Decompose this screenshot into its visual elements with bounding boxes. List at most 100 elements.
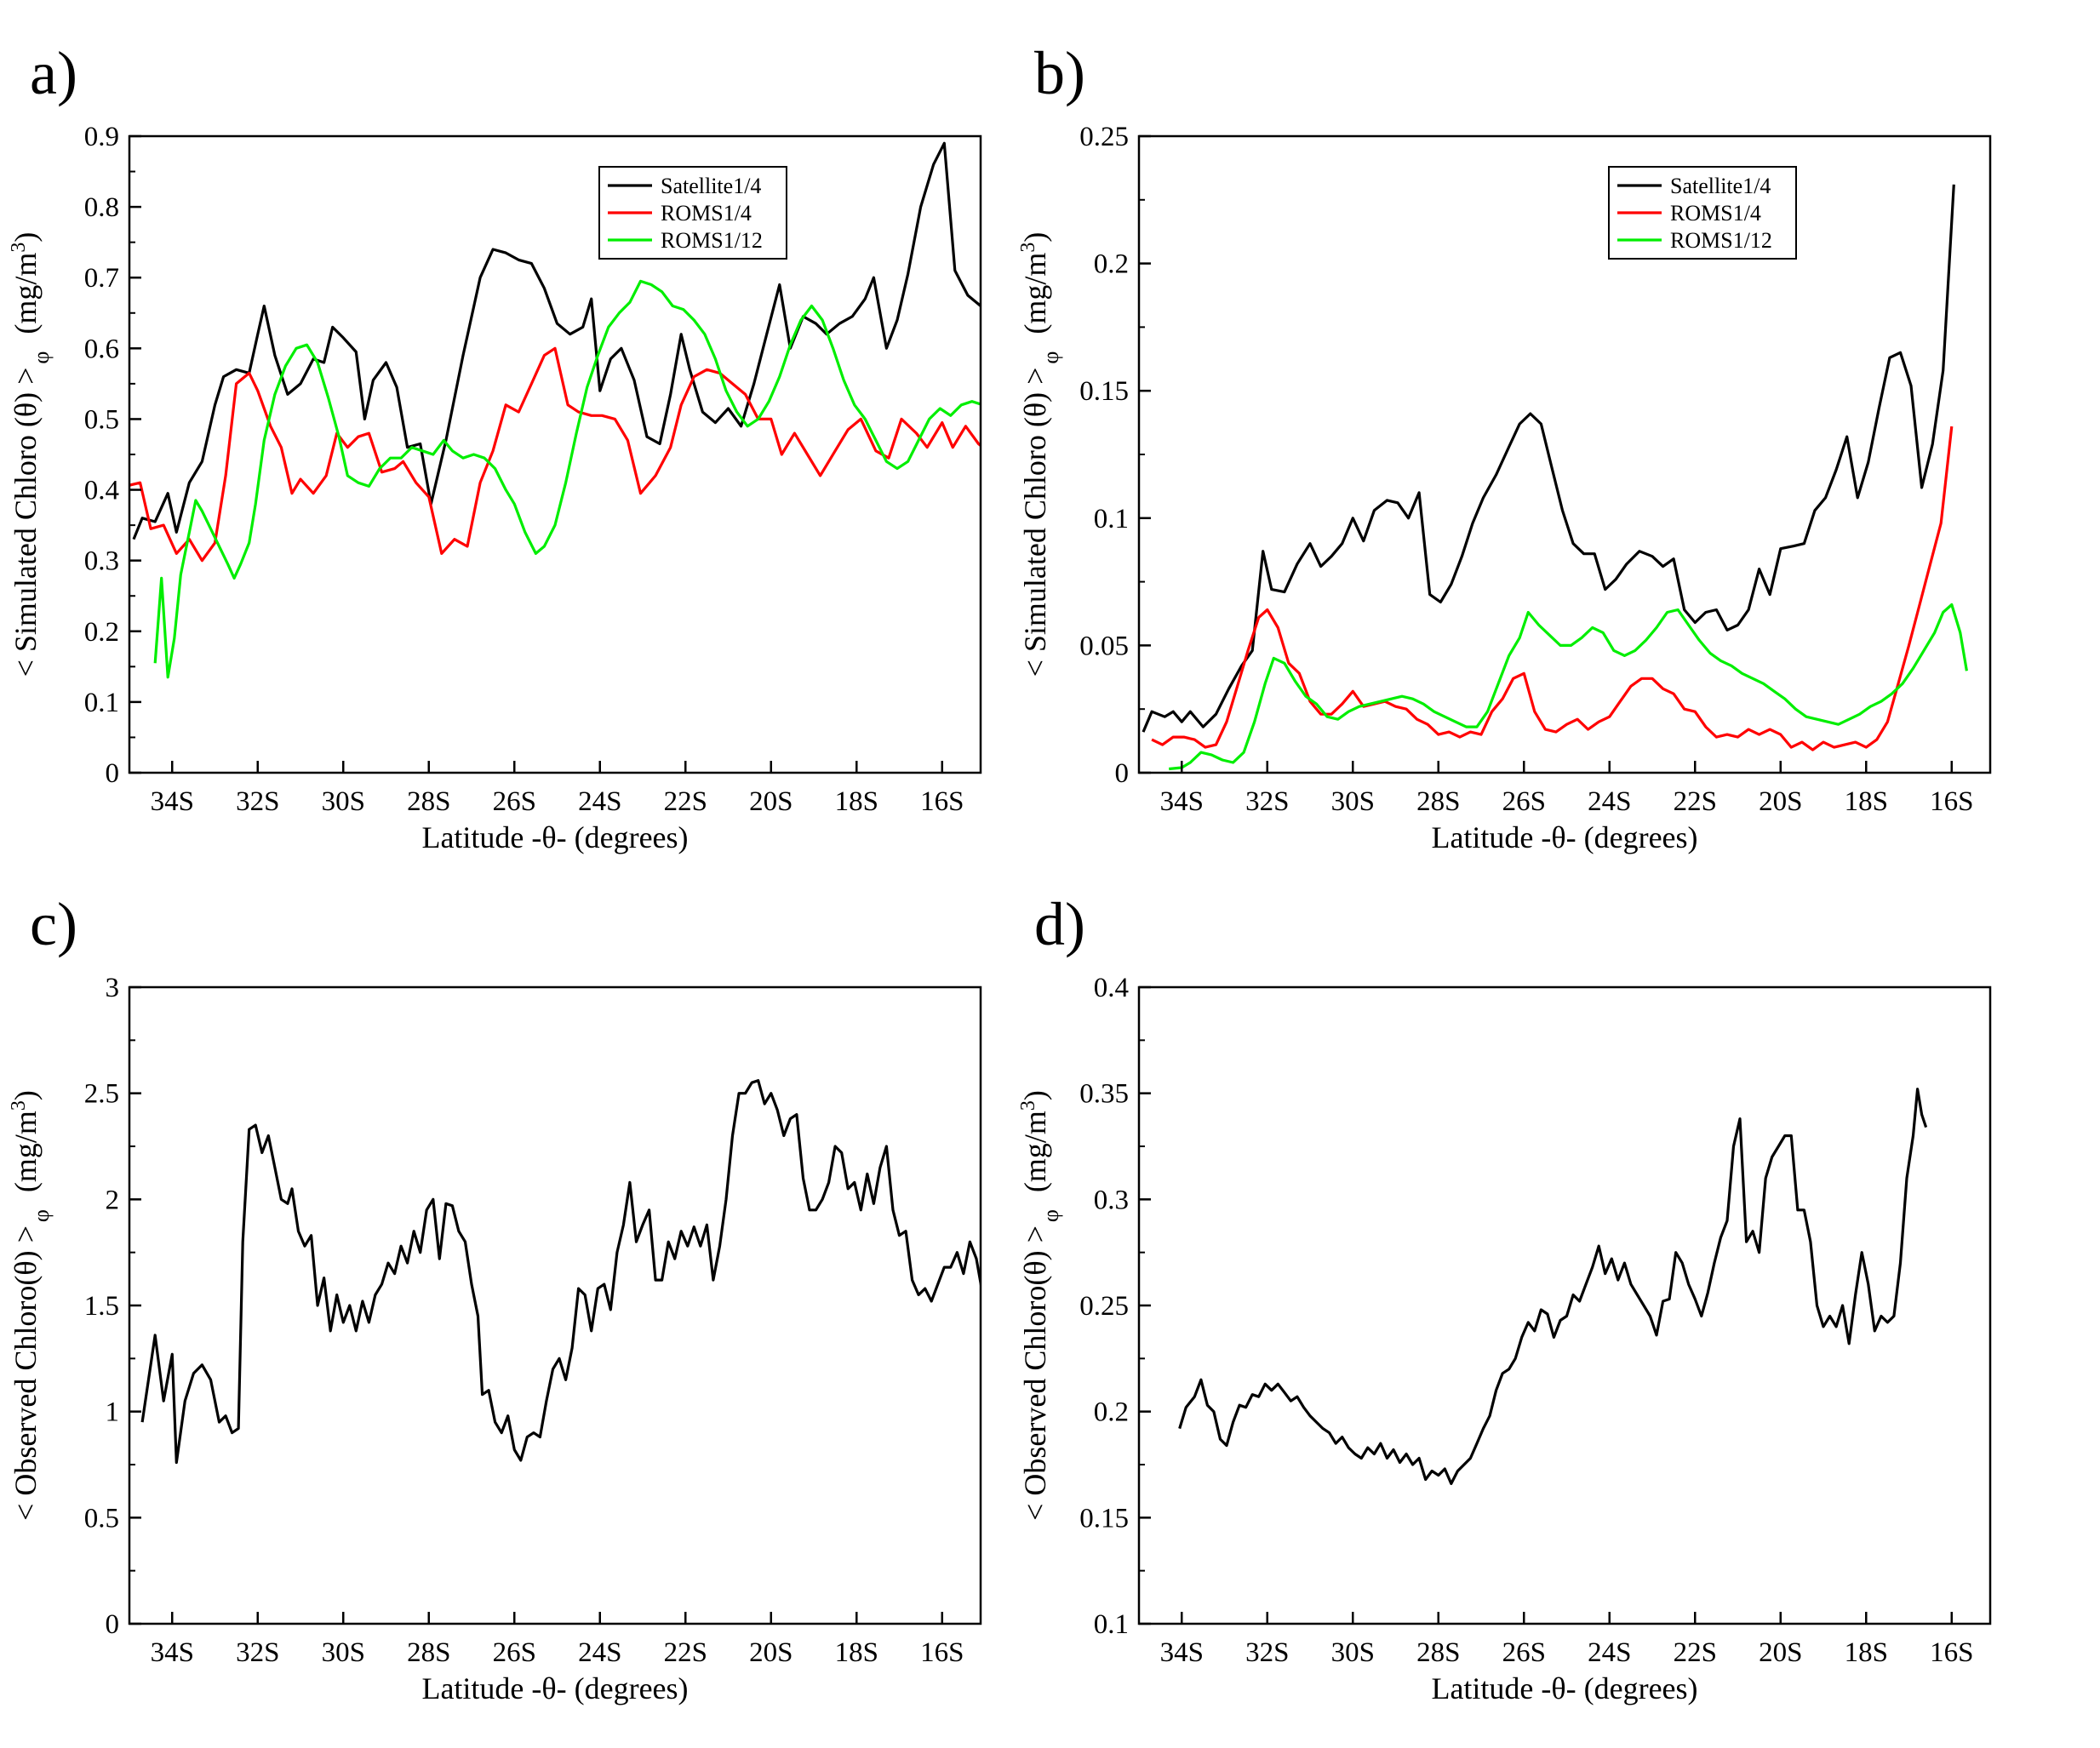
x-tick-label: 32S (236, 786, 279, 817)
x-tick-label: 30S (1331, 786, 1375, 817)
y-axis-label-unit-close: ) (9, 232, 43, 243)
y-tick-label: 0.5 (84, 404, 119, 435)
plot-frame (1137, 985, 1992, 1625)
x-tick-label: 24S (578, 1637, 621, 1668)
y-axis-label-unit-sup: 3 (8, 1100, 30, 1111)
series-line-roms1-4 (1151, 426, 1954, 751)
x-tick-label: 26S (1502, 1637, 1546, 1668)
panel-b: b) 0 0.05 0.1 0.15 0.2 0.25 34S 32S 30S 28S 26S 24S 2… (1017, 39, 1992, 854)
y-tick-label: 0.1 (1094, 1609, 1129, 1640)
y-tick-label: 0.6 (84, 334, 119, 364)
y-axis-label-subscript: φ (29, 1209, 54, 1222)
y-axis-label-unit-sup: 3 (8, 243, 30, 253)
x-tick-label: 16S (920, 1637, 964, 1668)
y-tick-label: 0.3 (84, 546, 119, 577)
x-tick-label: 18S (835, 1637, 878, 1668)
x-axis-label: Latitude -θ- (degrees) (421, 1671, 688, 1705)
x-tick-label: 28S (407, 1637, 450, 1668)
x-tick-label: 26S (493, 786, 536, 817)
panel-label: a) (30, 39, 77, 107)
x-tick-label: 18S (1845, 786, 1888, 817)
y-tick-label: 0.25 (1079, 1291, 1129, 1322)
y-axis-label: < Observed Chloro(θ) > φ (mg/m3) (1017, 1090, 1063, 1521)
x-tick-label: 30S (322, 786, 365, 817)
y-tick-label: 0.2 (1094, 249, 1129, 280)
y-axis-label-subscript: φ (1039, 1209, 1063, 1222)
x-tick-label: 20S (1759, 786, 1802, 817)
x-tick-label: 26S (493, 1637, 536, 1668)
y-tick-label: 0.1 (1094, 504, 1129, 534)
y-tick-label: 0.8 (84, 192, 119, 223)
y-tick-label: 0.1 (84, 688, 119, 718)
series-line-satellite1-4 (1142, 184, 1955, 733)
x-tick-label: 30S (322, 1637, 365, 1668)
plot-frame (128, 134, 982, 774)
x-tick-label: 28S (407, 786, 450, 817)
x-tick-label: 22S (664, 786, 707, 817)
y-tick-label: 0.9 (84, 122, 119, 152)
y-axis-label-main: < Simulated Chloro (θ) > (1018, 368, 1052, 677)
x-tick-label: 16S (920, 786, 964, 817)
x-tick-label: 20S (1759, 1637, 1802, 1668)
y-tick-label: 2.5 (84, 1079, 119, 1110)
y-tick-label: 0 (106, 758, 120, 789)
legend-entry: ROMS1/4 (661, 201, 752, 226)
legend-entry: ROMS1/12 (1670, 228, 1772, 253)
y-tick-label: 0.5 (84, 1503, 119, 1534)
y-tick-label: 0.05 (1079, 631, 1129, 661)
y-axis-label-unit: (mg/m (1018, 1111, 1052, 1192)
y-axis-label-unit-close: ) (1018, 232, 1052, 243)
x-tick-label: 24S (1588, 786, 1631, 817)
y-axis-label-main: < Observed Chloro(θ) > (9, 1225, 43, 1521)
x-tick-label: 32S (1245, 1637, 1289, 1668)
y-axis-label-main: < Simulated Chloro (θ) > (9, 368, 43, 677)
panel-label: b) (1034, 39, 1085, 107)
y-axis-label-unit-sup: 3 (1017, 1100, 1039, 1111)
x-tick-label: 28S (1416, 786, 1460, 817)
panel-a: a) 0 0.1 0.2 0.3 0.4 0.5 0.6 0.7 0.8 0.9 34S 32S 30S 2… (8, 39, 982, 854)
y-axis-label-unit-sup: 3 (1017, 243, 1039, 253)
y-tick-label: 2 (106, 1185, 120, 1215)
y-tick-label: 1 (106, 1397, 120, 1428)
x-tick-label: 28S (1416, 1637, 1460, 1668)
x-tick-label: 22S (1674, 1637, 1717, 1668)
x-tick-label: 20S (749, 1637, 793, 1668)
y-axis-label-unit-close: ) (1018, 1090, 1052, 1100)
x-tick-label: 34S (1160, 1637, 1204, 1668)
y-tick-label: 0.2 (84, 617, 119, 648)
y-tick-label: 0.2 (1094, 1397, 1129, 1428)
y-tick-label: 0.15 (1079, 376, 1129, 407)
panel-d: d) 0.1 0.15 0.2 0.25 0.3 0.35 0.4 34S 32S 30S 28S 26… (1017, 890, 1992, 1705)
x-axis-label: Latitude -θ- (degrees) (421, 820, 688, 854)
plot-frame (128, 985, 982, 1625)
y-tick-label: 0.3 (1094, 1185, 1129, 1215)
y-tick-label: 1.5 (84, 1291, 119, 1322)
series-line-observed (1178, 1088, 1928, 1485)
y-tick-label: 0.15 (1079, 1503, 1129, 1534)
x-axis-label: Latitude -θ- (degrees) (1431, 820, 1697, 854)
x-axis-label: Latitude -θ- (degrees) (1431, 1671, 1697, 1705)
series-line-roms1-12 (153, 279, 981, 679)
y-tick-label: 0 (106, 1609, 120, 1640)
y-axis-label-subscript: φ (29, 351, 54, 364)
x-tick-label: 34S (1160, 786, 1204, 817)
y-axis-label: < Simulated Chloro (θ) > φ (mg/m3) (1017, 232, 1063, 677)
x-tick-label: 30S (1331, 1637, 1375, 1668)
x-tick-label: 16S (1930, 1637, 1973, 1668)
x-tick-label: 20S (749, 786, 793, 817)
y-axis-label-unit: (mg/m (9, 253, 43, 334)
x-tick-label: 34S (151, 1637, 194, 1668)
y-tick-label: 0.7 (84, 263, 119, 294)
panel-c: c) 0 0.5 1 1.5 2 2.5 3 34S 32S 30S 28S 26S 24S 22S 20S 1… (8, 890, 982, 1705)
x-tick-label: 34S (151, 786, 194, 817)
x-tick-label: 26S (1502, 786, 1546, 817)
x-tick-label: 16S (1930, 786, 1973, 817)
panel-label: c) (30, 890, 77, 958)
legend-entry: ROMS1/4 (1670, 201, 1761, 226)
y-tick-label: 0.4 (1094, 973, 1129, 1003)
series-line-satellite1-4 (132, 141, 981, 540)
y-axis-label-main: < Observed Chloro(θ) > (1018, 1225, 1052, 1521)
series-line-roms1-4 (129, 346, 981, 563)
